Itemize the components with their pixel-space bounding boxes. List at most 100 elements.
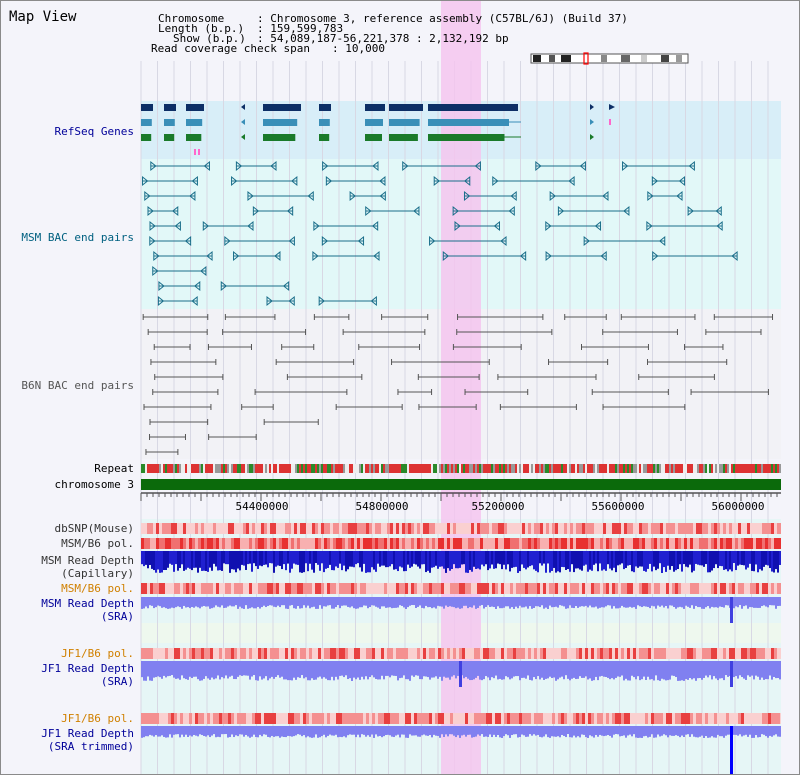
msm-sra-depth — [563, 597, 565, 607]
jf1-trim-depth — [315, 726, 317, 735]
msm-pol-heat — [726, 538, 729, 549]
jf1-trim-depth — [161, 726, 163, 736]
msm-sra-depth — [555, 597, 557, 607]
jf1-pol-heat — [630, 648, 633, 659]
msm-sra-depth — [603, 597, 605, 608]
jf1-depth — [449, 661, 451, 680]
jf1-trim-depth — [165, 726, 167, 738]
msm-capillary-depth — [583, 551, 585, 566]
jf1-pol2-heat — [525, 713, 528, 724]
msm-capillary-depth — [275, 551, 277, 567]
msm-capillary-depth — [739, 551, 741, 565]
dbsnp-heat — [411, 523, 414, 534]
msm-capillary-depth — [567, 551, 569, 570]
msm-sra-depth — [761, 597, 763, 607]
msm-pol2-heat — [276, 583, 279, 594]
jf1-depth — [719, 661, 721, 679]
msm-capillary-depth — [151, 551, 153, 569]
dbsnp-heat — [723, 523, 726, 534]
jf1-pol-heat — [369, 648, 372, 659]
msm-pol2-heat — [747, 583, 750, 594]
track-label-msm-bac[interactable]: MSM BAC end pairs — [21, 231, 134, 244]
msm-sra-depth — [775, 597, 777, 609]
msm-pol-heat — [189, 538, 192, 549]
msm-pol2-heat — [582, 583, 585, 594]
repeat-segment — [347, 464, 349, 473]
jf1-trim-depth — [421, 726, 423, 736]
msm-bac-end — [500, 235, 507, 247]
msm-capillary-depth — [545, 551, 547, 573]
msm-capillary-depth — [551, 551, 553, 571]
jf1-depth — [701, 661, 703, 680]
track-label-dbsnp[interactable]: dbSNP(Mouse) — [54, 522, 134, 535]
msm-capillary-depth — [361, 551, 363, 572]
msm-pol-heat — [639, 538, 642, 549]
msm-capillary-depth — [581, 551, 583, 571]
msm-capillary-depth — [689, 551, 691, 565]
msm-sra-depth — [337, 597, 339, 606]
msm-capillary-depth — [591, 551, 593, 571]
track-label-jf1-depth[interactable]: JF1 Read Depth — [41, 662, 134, 675]
repeat-segment — [257, 464, 259, 473]
msm-capillary-depth — [683, 551, 685, 565]
jf1-depth — [601, 661, 603, 676]
jf1-depth — [667, 661, 669, 681]
coverage-value: : 10,000 — [332, 42, 385, 55]
msm-bac-end — [652, 250, 659, 262]
msm-pol-heat — [489, 538, 492, 549]
msm-pol2-heat — [153, 583, 156, 594]
repeat-segment — [555, 464, 557, 473]
msm-pol-heat — [564, 538, 567, 549]
msm-pol-heat — [603, 538, 606, 549]
msm-pol-heat — [561, 538, 564, 549]
jf1-depth — [537, 661, 539, 677]
msm-sra-depth — [777, 597, 779, 606]
msm-pol-heat — [225, 538, 228, 549]
msm-bac-end — [583, 235, 590, 247]
jf1-trim-depth — [351, 726, 353, 735]
jf1-pol-heat — [582, 648, 585, 659]
dbsnp-heat — [621, 523, 624, 534]
msm-sra-depth — [217, 597, 219, 607]
msm-sra-depth — [261, 597, 263, 608]
repeat-segment — [263, 464, 265, 473]
gene-exon — [365, 134, 382, 141]
track-label-jf1-depth-trimmed[interactable]: JF1 Read Depth — [41, 727, 134, 740]
msm-bac-end — [370, 295, 377, 307]
msm-pol2-heat — [573, 583, 576, 594]
msm-capillary-depth — [293, 551, 295, 564]
msm-sra-depth — [477, 597, 479, 608]
track-label-msm-depth-sra[interactable]: MSM Read Depth — [41, 597, 134, 610]
jf1-trim-depth — [305, 726, 307, 738]
repeat-segment — [195, 464, 197, 473]
msm-capillary-depth — [697, 551, 699, 565]
ideogram-band — [621, 55, 630, 62]
jf1-depth — [625, 661, 627, 679]
track-label-refseq[interactable]: RefSeq Genes — [54, 125, 134, 138]
msm-capillary-depth — [563, 551, 565, 568]
track-label-b6n-bac[interactable]: B6N BAC end pairs — [21, 379, 134, 392]
msm-pol-heat — [672, 538, 675, 549]
jf1-pol-heat — [324, 648, 327, 659]
msm-pol-heat — [312, 538, 315, 549]
track-label-msm-pol-1[interactable]: MSM/B6 pol. — [61, 537, 134, 550]
track-label-jf1-pol-2[interactable]: JF1/B6 pol. — [61, 712, 134, 725]
msm-pol2-heat — [750, 583, 753, 594]
repeat-segment — [643, 464, 645, 473]
msm-pol-heat — [150, 538, 153, 549]
jf1-depth — [191, 661, 193, 679]
msm-capillary-depth — [187, 551, 189, 568]
msm-capillary-depth — [777, 551, 779, 573]
track-label-msm-depth-capillary[interactable]: MSM Read Depth — [41, 554, 134, 567]
jf1-depth — [285, 661, 287, 680]
jf1-pol-heat — [747, 648, 750, 659]
repeat-segment — [519, 464, 521, 473]
msm-capillary-depth — [283, 551, 285, 565]
track-label-jf1-pol-1[interactable]: JF1/B6 pol. — [61, 647, 134, 660]
track-label-msm-pol-2[interactable]: MSM/B6 pol. — [61, 582, 134, 595]
jf1-pol-heat — [639, 648, 642, 659]
jf1-pol-heat — [144, 648, 147, 659]
dbsnp-heat — [714, 523, 717, 534]
jf1-trim-depth — [329, 726, 331, 735]
